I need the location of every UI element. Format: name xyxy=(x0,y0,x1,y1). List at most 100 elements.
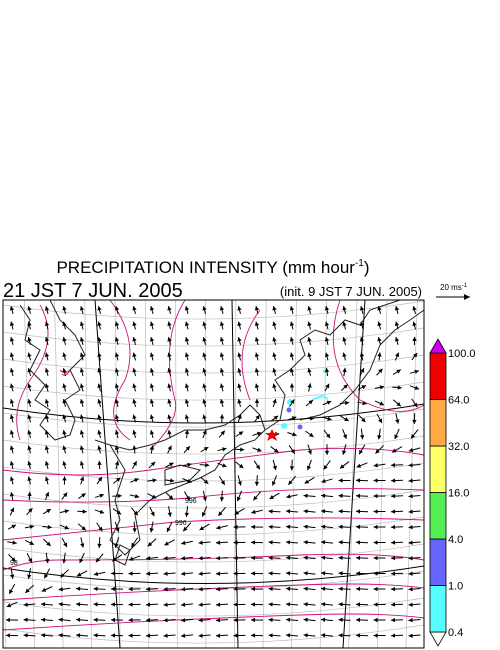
wind-arrow-head xyxy=(128,571,133,576)
wind-arrow-head xyxy=(202,383,207,389)
wind-arrow-head xyxy=(272,383,277,389)
wind-arrow-head xyxy=(413,402,418,408)
wind-arrow-head xyxy=(11,524,16,529)
wind-arrow-head xyxy=(181,602,186,607)
wind-arrow-head xyxy=(373,633,378,638)
wind-arrow-head xyxy=(181,633,186,638)
wind-arrow-head xyxy=(79,414,85,420)
wind-arrow-head xyxy=(44,321,50,327)
wind-arrow-head xyxy=(132,352,137,358)
wind-arrow-head xyxy=(359,352,365,357)
wind-arrow-head xyxy=(62,337,67,342)
wind-arrow-head xyxy=(272,306,277,311)
colorbar-segment xyxy=(429,492,447,540)
title-sup: -1 xyxy=(355,258,364,269)
map-frame xyxy=(2,299,425,649)
wind-arrow-head xyxy=(149,445,155,450)
wind-arrow-head xyxy=(93,633,98,638)
wind-arrow-head xyxy=(408,478,413,483)
wind-arrow-head xyxy=(205,462,210,468)
wind-arrow-head xyxy=(114,430,120,435)
colorbar-segment xyxy=(429,445,447,493)
wind-arrow-head xyxy=(222,463,227,468)
grid-parallel xyxy=(3,300,424,320)
wind-arrow-head xyxy=(342,337,347,342)
colorbar-label: 1.0 xyxy=(448,581,463,593)
wind-arrow-head xyxy=(268,602,273,607)
wind-arrow-head xyxy=(80,543,85,548)
wind-arrow-head xyxy=(28,558,32,563)
wind-arrow-head xyxy=(237,399,242,404)
wind-arrow-head xyxy=(338,478,343,483)
wind-arrow-head xyxy=(186,478,192,483)
wind-arrow-head xyxy=(79,352,85,358)
wind-arrow-head xyxy=(93,617,98,623)
grid-parallel xyxy=(3,597,424,617)
wind-arrow-head xyxy=(115,477,121,482)
wind-arrow-head xyxy=(27,368,32,373)
wind-arrow-head xyxy=(198,617,203,623)
wind-arrow-head xyxy=(342,434,347,439)
wind-arrow-head xyxy=(412,353,418,358)
wind-arrow-head xyxy=(268,524,273,530)
wind-arrow-head xyxy=(309,432,314,437)
wind-arrow-head xyxy=(167,414,172,420)
wind-arrow-head xyxy=(41,633,46,638)
wind-arrow-head xyxy=(133,510,138,516)
wind-arrow-head xyxy=(306,465,312,471)
wind-arrow-head xyxy=(254,398,260,403)
contour xyxy=(109,300,131,441)
grid-meridian xyxy=(84,300,93,648)
wind-arrow-head xyxy=(233,555,238,561)
wind-arrow-head xyxy=(184,337,190,342)
wind-arrow-head xyxy=(128,586,133,592)
wind-arrow-head xyxy=(268,509,273,514)
wind-arrow-head xyxy=(324,337,330,342)
wind-arrow-head xyxy=(253,495,258,501)
wind-arrow-head xyxy=(362,400,367,406)
wind-arrow-head xyxy=(391,478,396,483)
wind-arrow-head xyxy=(338,617,343,623)
wind-arrow-head xyxy=(114,337,120,342)
contour xyxy=(3,583,424,601)
wind-arrow-head xyxy=(62,476,67,481)
wind-arrow-head xyxy=(237,414,242,420)
wind-arrow-head xyxy=(237,306,242,311)
wind-arrow-head xyxy=(321,633,326,638)
wind-arrow-head xyxy=(373,493,378,499)
wind-arrow-head xyxy=(321,555,326,561)
wind-arrow-head xyxy=(149,321,155,327)
wind-arrow-head xyxy=(373,602,378,607)
wind-arrow-head xyxy=(237,352,242,358)
grid-parallel xyxy=(3,435,424,455)
wind-arrow-head xyxy=(373,509,378,514)
wind-arrow-head xyxy=(233,617,238,623)
wind-arrow-head xyxy=(356,524,361,530)
wind-arrow-head xyxy=(391,555,396,561)
wind-arrow-head xyxy=(375,449,380,454)
wind-arrow-head xyxy=(114,368,120,373)
wind-arrow-head xyxy=(338,602,343,607)
contour xyxy=(149,300,186,451)
wind-arrow-head xyxy=(251,571,256,576)
wind-arrow-head xyxy=(203,447,209,452)
wind-arrow-head xyxy=(184,306,190,311)
wind-arrow-head xyxy=(44,476,50,482)
wind-arrow-head xyxy=(394,306,400,311)
wind-arrow-head xyxy=(412,419,417,424)
wind-arrow-head xyxy=(27,337,32,342)
wind-arrow-head xyxy=(342,321,347,327)
wind-arrow-head xyxy=(44,461,50,466)
wind-arrow-head xyxy=(234,510,240,515)
wind-arrow-head xyxy=(198,586,203,592)
wind-arrow-head xyxy=(45,558,50,564)
wind-arrow-head xyxy=(310,416,315,421)
wind-arrow-head xyxy=(412,336,417,341)
wind-arrow-head xyxy=(198,571,203,576)
wind-arrow-head xyxy=(147,542,153,547)
wind-arrow-head xyxy=(163,602,168,607)
wind-arrow-head xyxy=(116,510,122,515)
wind-arrow-head xyxy=(303,586,308,591)
wind-arrow-head xyxy=(338,586,343,592)
wind-arrow-head xyxy=(356,602,361,607)
